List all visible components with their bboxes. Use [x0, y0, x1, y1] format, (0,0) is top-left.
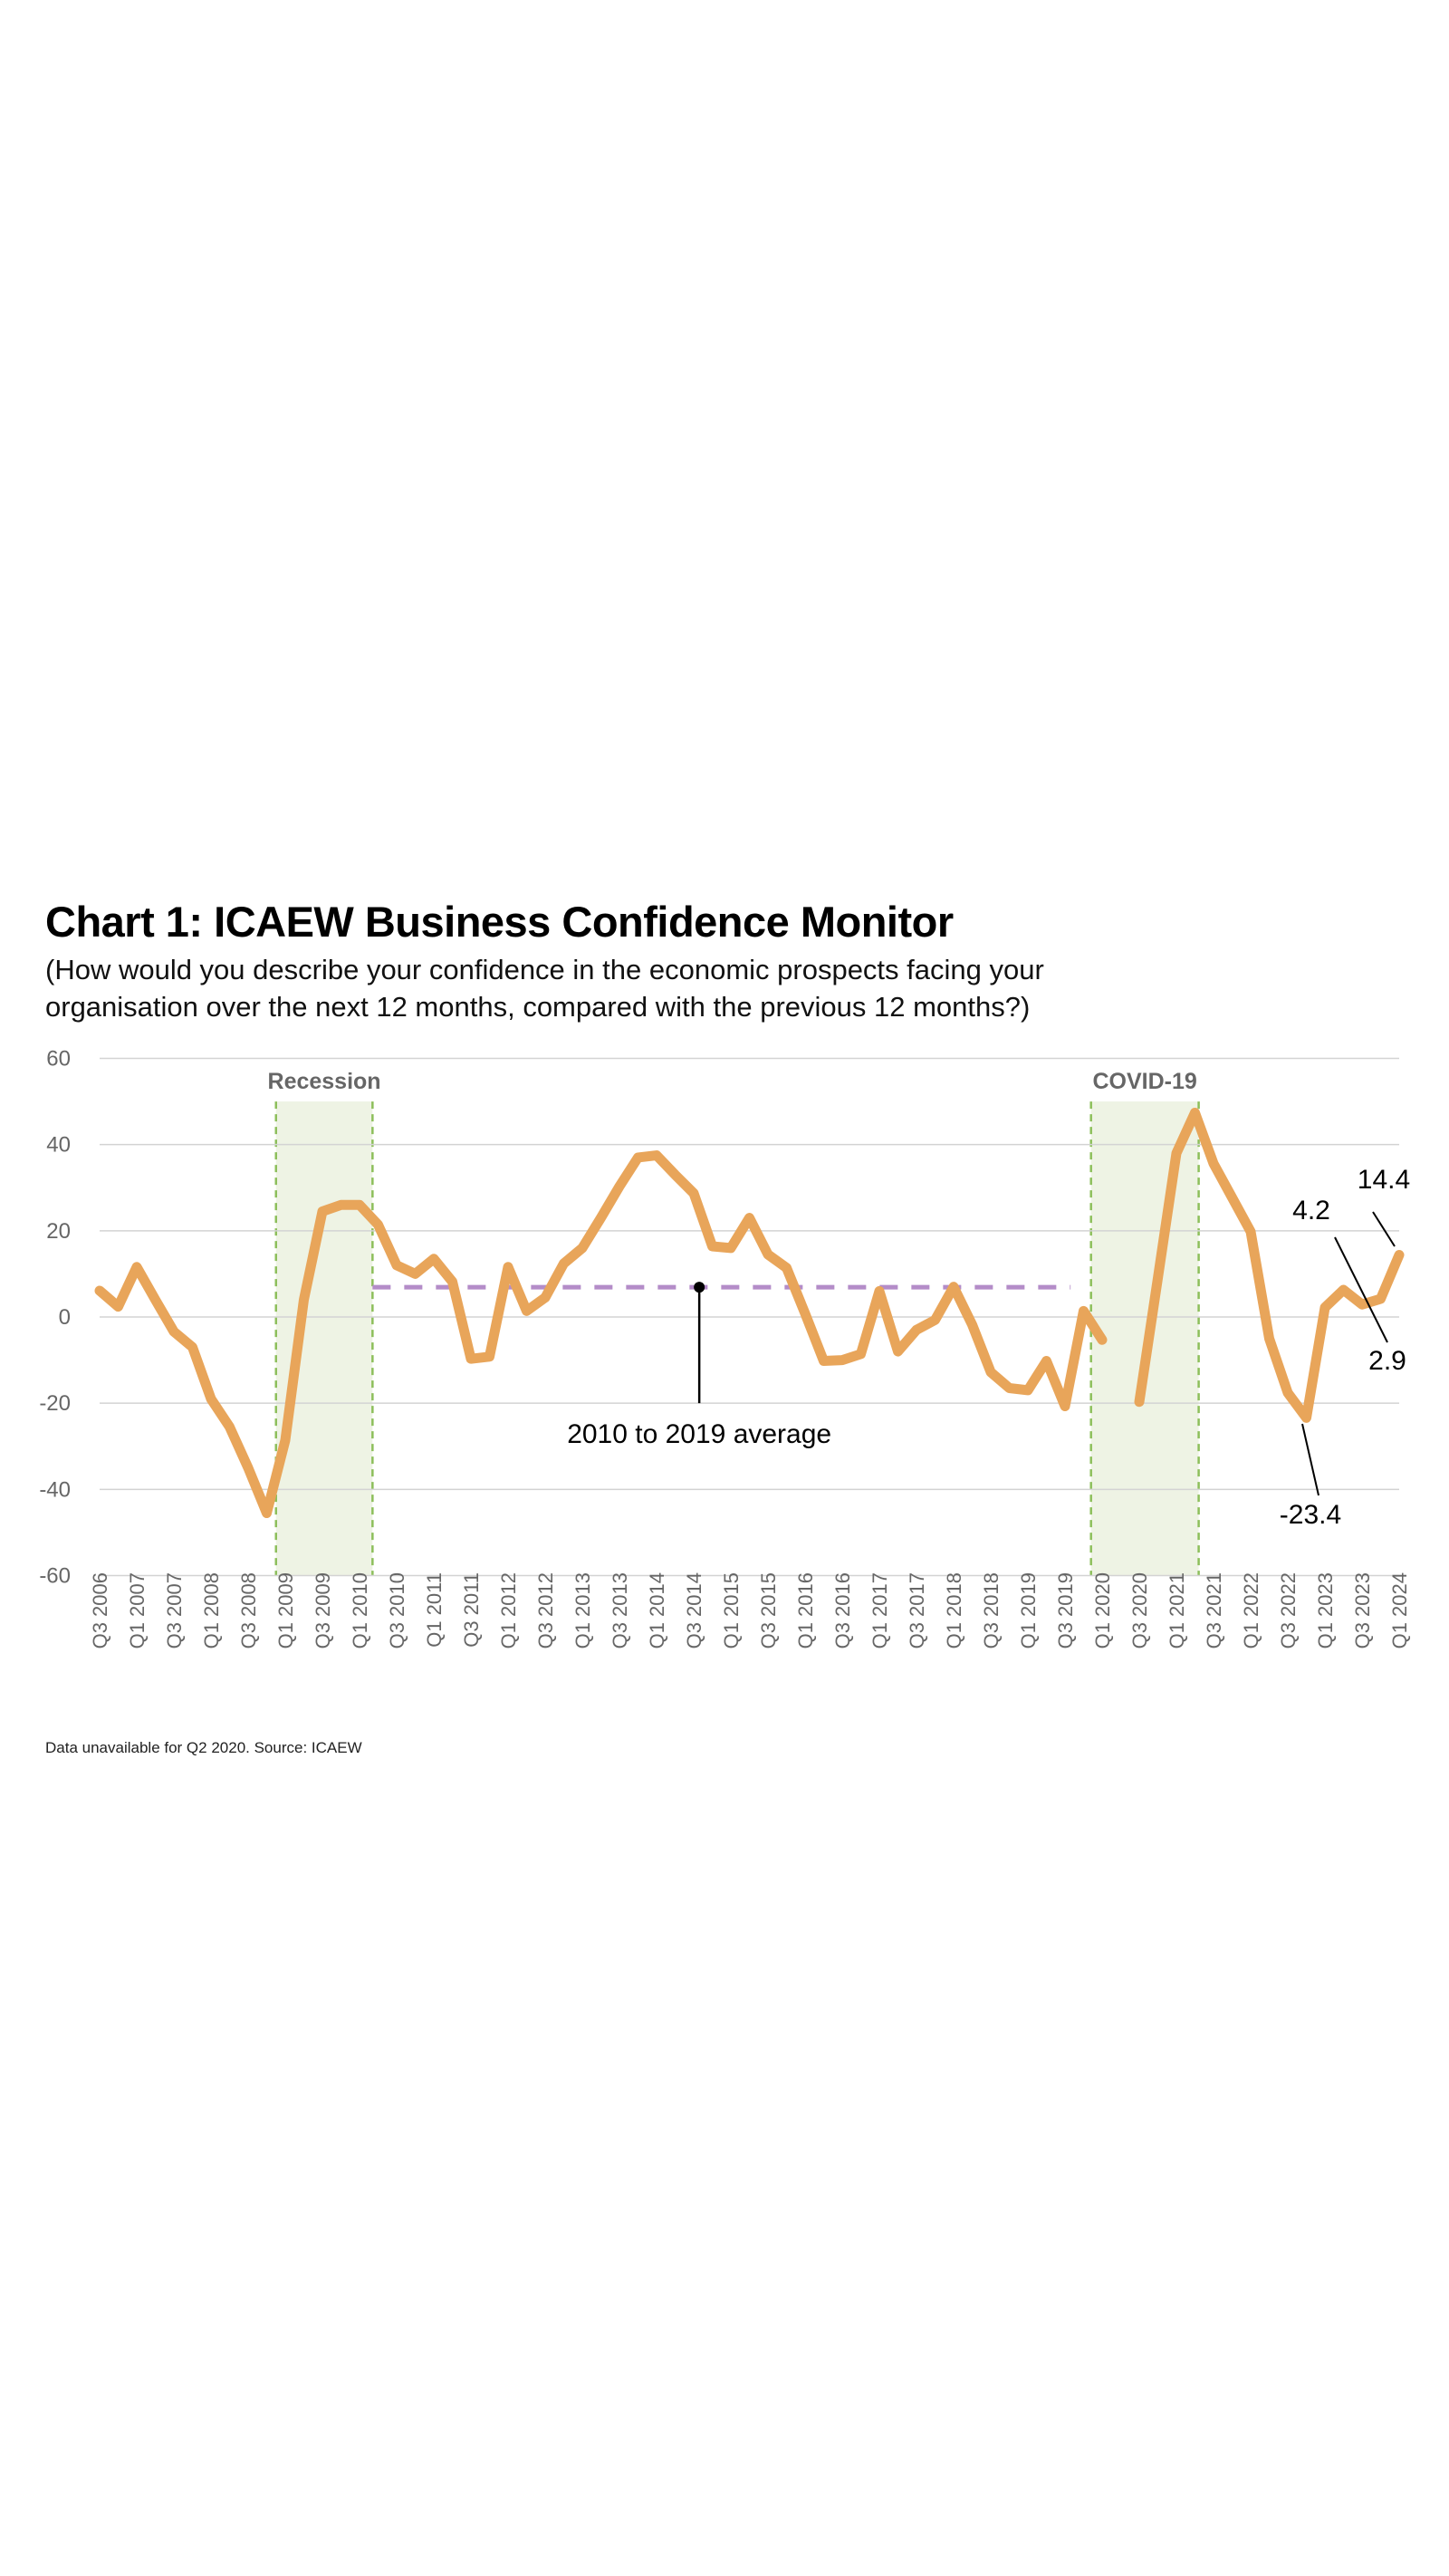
y-tick-label: 60: [46, 1047, 71, 1072]
x-tick-label: Q1 2014: [646, 1572, 668, 1648]
x-tick-label: Q1 2013: [571, 1572, 594, 1648]
x-tick-label: Q3 2016: [831, 1572, 854, 1648]
average-label: 2010 to 2019 average: [567, 1419, 831, 1449]
x-tick-label: Q3 2010: [386, 1572, 408, 1648]
annotation-leader: [1334, 1236, 1388, 1343]
x-tick-label: Q1 2016: [794, 1572, 817, 1648]
x-tick-label: Q1 2008: [200, 1572, 223, 1648]
y-tick-label: -40: [39, 1477, 71, 1502]
annotation-label: 4.2: [1292, 1196, 1330, 1226]
x-tick-label: Q3 2015: [757, 1572, 780, 1648]
y-tick-label: 0: [59, 1305, 71, 1330]
annotation-leader: [1301, 1423, 1319, 1496]
x-tick-label: Q3 2007: [163, 1572, 186, 1648]
x-tick-label: Q3 2012: [534, 1572, 557, 1648]
x-tick-label: Q1 2023: [1314, 1572, 1337, 1648]
x-tick-label: Q1 2007: [126, 1572, 149, 1648]
x-tick-label: Q3 2013: [609, 1572, 631, 1648]
x-tick-label: Q3 2020: [1128, 1572, 1151, 1648]
x-tick-label: Q3 2006: [89, 1572, 111, 1648]
annotation-leader: [1372, 1211, 1396, 1247]
x-tick-label: Q3 2022: [1277, 1572, 1300, 1648]
x-tick-label: Q1 2019: [1017, 1572, 1040, 1648]
x-tick-label: Q1 2021: [1166, 1572, 1188, 1648]
x-tick-label: Q1 2009: [274, 1572, 297, 1648]
annotation-label: -23.4: [1280, 1500, 1341, 1530]
subtitle-line-1: (How would you describe your confidence …: [45, 954, 1044, 985]
y-tick-label: -20: [39, 1391, 71, 1416]
subtitle-line-2: organisation over the next 12 months, co…: [45, 991, 1031, 1023]
shaded-period-0: [275, 1101, 373, 1576]
annotation-label: 14.4: [1358, 1165, 1410, 1195]
x-tick-label: Q3 2017: [906, 1572, 928, 1648]
x-tick-label: Q1 2022: [1240, 1572, 1262, 1648]
y-tick-label: 40: [46, 1133, 71, 1158]
shaded-period-label: COVID-19: [1092, 1069, 1196, 1094]
average-marker: [694, 1282, 705, 1293]
chart-subtitle: (How would you describe your confidence …: [45, 951, 1223, 1025]
annotation-label: 2.9: [1368, 1346, 1406, 1376]
x-tick-label: Q3 2008: [237, 1572, 260, 1648]
x-tick-label: Q1 2020: [1091, 1572, 1114, 1648]
x-tick-label: Q3 2009: [312, 1572, 334, 1648]
x-tick-label: Q1 2018: [943, 1572, 965, 1648]
chart-title: Chart 1: ICAEW Business Confidence Monit…: [45, 898, 954, 946]
series-line: [94, 1150, 1108, 1519]
y-tick-label: 20: [46, 1219, 71, 1244]
x-tick-label: Q1 2015: [720, 1572, 743, 1648]
x-tick-label: Q1 2010: [349, 1572, 371, 1648]
x-tick-label: Q1 2024: [1388, 1572, 1411, 1648]
x-tick-label: Q3 2011: [460, 1572, 483, 1648]
y-tick-label: -60: [39, 1564, 71, 1589]
chart-footnote: Data unavailable for Q2 2020. Source: IC…: [45, 1739, 362, 1756]
x-tick-label: Q3 2023: [1351, 1572, 1374, 1648]
x-tick-label: Q3 2021: [1203, 1572, 1225, 1648]
x-tick-label: Q3 2019: [1054, 1572, 1077, 1648]
shaded-period-label: Recession: [268, 1069, 381, 1094]
x-tick-label: Q1 2011: [423, 1572, 446, 1648]
x-tick-label: Q3 2014: [683, 1572, 705, 1648]
x-tick-label: Q1 2012: [497, 1572, 520, 1648]
x-tick-label: Q3 2018: [980, 1572, 1003, 1648]
x-tick-label: Q1 2017: [868, 1572, 891, 1648]
